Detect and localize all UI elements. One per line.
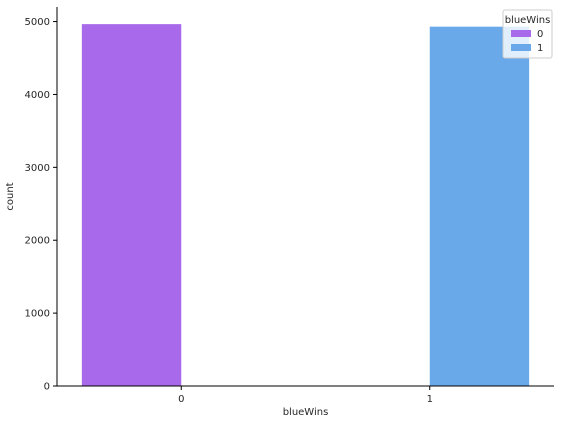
y-tick-label: 5000 <box>25 17 50 28</box>
y-tick-label: 4000 <box>25 90 50 101</box>
legend-label-1: 1 <box>537 43 543 54</box>
y-axis: 0 1000 2000 3000 4000 5000 <box>25 17 57 393</box>
legend-label-0: 0 <box>537 29 543 40</box>
legend-title: blueWins <box>505 15 551 26</box>
y-tick-label: 3000 <box>25 163 50 174</box>
legend-swatch-0 <box>511 30 531 37</box>
bar-1-hue-1 <box>429 26 530 387</box>
y-tick-label: 1000 <box>25 309 50 320</box>
plot-area <box>56 7 554 387</box>
legend: blueWins 0 1 <box>502 9 553 59</box>
y-tick-label: 0 <box>44 382 50 393</box>
y-axis-label: count <box>5 182 16 210</box>
bar-0-hue-0 <box>81 24 182 387</box>
y-tick-label: 2000 <box>25 236 50 247</box>
x-tick-label: 0 <box>178 394 184 405</box>
x-tick-label: 1 <box>427 394 433 405</box>
x-axis-label: blueWins <box>283 407 329 418</box>
legend-swatch-1 <box>511 44 531 51</box>
